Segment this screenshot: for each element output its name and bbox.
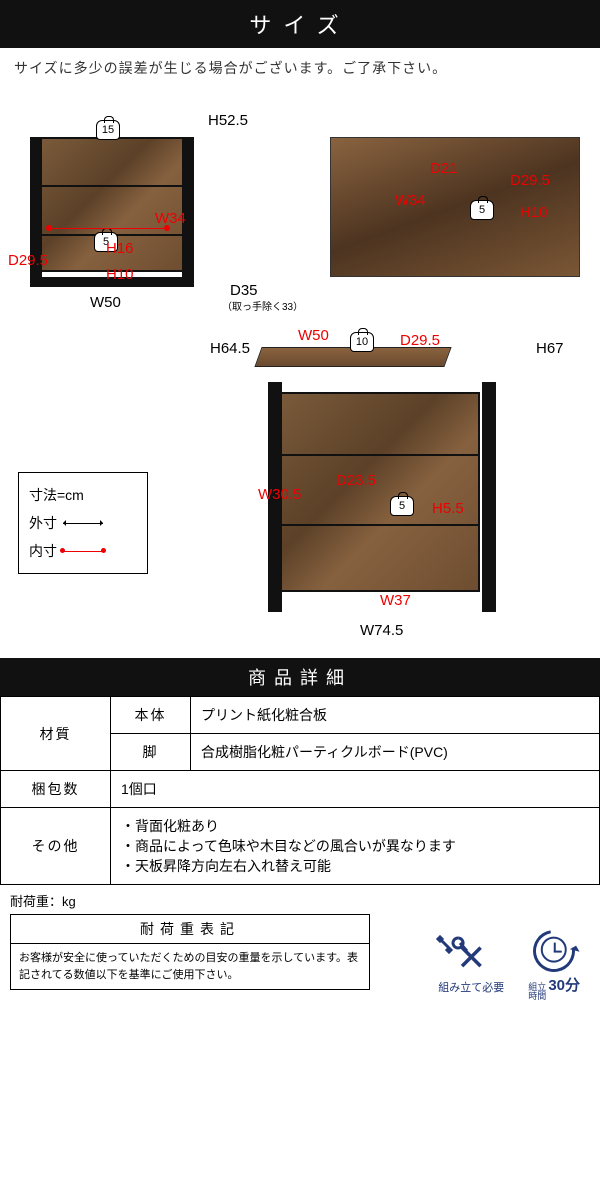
dim-d23: D23.5	[336, 472, 376, 489]
assembly-required-icon: ✕ 組み立て必要	[438, 937, 504, 995]
cabinet-open	[280, 392, 480, 592]
dim-w34b: W34	[395, 192, 426, 209]
time-value: 30分	[548, 974, 580, 995]
legend-box: 寸法=cm 外寸 内寸	[18, 472, 148, 574]
dim-h10b: H10	[520, 204, 548, 221]
assembly-time-icon: 組立 時間 30分	[528, 930, 580, 1001]
cell-leg-label: 脚	[111, 734, 191, 771]
cell-material-label: 材質	[1, 697, 111, 771]
spec-table: 材質 本体 プリント紙化粧合板 脚 合成樹脂化粧パーティクルボード(PVC) 梱…	[0, 696, 600, 885]
dim-h67: H67	[536, 340, 564, 357]
cell-leg-value: 合成樹脂化粧パーティクルボード(PVC)	[191, 734, 600, 771]
cell-other-label: その他	[1, 808, 111, 885]
dim-h52: H52.5	[208, 112, 248, 129]
dim-d29c: D29.5	[400, 332, 440, 349]
dim-d29a: D29.5	[8, 252, 48, 269]
table-row: 材質 本体 プリント紙化粧合板	[1, 697, 600, 734]
cell-packages-label: 梱包数	[1, 771, 111, 808]
legend-external: 外寸	[29, 509, 57, 537]
dim-w50b: W50	[298, 327, 329, 344]
dim-w34: W34	[155, 210, 186, 227]
other-line1: ・背面化粧あり	[121, 816, 589, 836]
capacity-badge-15: 15	[96, 120, 120, 140]
table-row: その他 ・背面化粧あり ・商品によって色味や木目などの風合いが異なります ・天板…	[1, 808, 600, 885]
dim-d21: D21	[430, 160, 458, 177]
dim-h16: H16	[106, 240, 134, 257]
clock-icon	[525, 922, 583, 980]
size-header: サイズ	[0, 0, 600, 48]
capacity-badge-5b: 5	[470, 200, 494, 220]
cell-body-value: プリント紙化粧合板	[191, 697, 600, 734]
table-row: 梱包数 1個口	[1, 771, 600, 808]
dim-d29b: D29.5	[510, 172, 550, 189]
cell-other-value: ・背面化粧あり ・商品によって色味や木目などの風合いが異なります ・天板昇降方向…	[111, 808, 600, 885]
other-line3: ・天板昇降方向左右入れ替え可能	[121, 856, 589, 876]
load-title: 耐荷重：kg	[10, 891, 590, 910]
dim-d35-note: （取っ手除く33）	[222, 298, 303, 313]
dim-d35: D35	[230, 282, 258, 299]
assembly-label: 組み立て必要	[438, 979, 504, 995]
dim-h64: H64.5	[210, 340, 250, 357]
capacity-badge-10: 10	[350, 332, 374, 352]
legend-internal: 内寸	[29, 537, 57, 565]
dim-w50: W50	[90, 294, 121, 311]
dim-w30: W30.5	[258, 486, 301, 503]
other-line2: ・商品によって色味や木目などの風合いが異なります	[121, 836, 589, 856]
diagram-area: 15 5 H52.5 W50 D35 （取っ手除く33） W34 H16 H10…	[0, 82, 600, 652]
cell-body-label: 本体	[111, 697, 191, 734]
dim-h5: H5.5	[432, 500, 464, 517]
legend-unit: 寸法=cm	[29, 481, 84, 509]
cell-packages-value: 1個口	[111, 771, 600, 808]
dim-w37: W37	[380, 592, 411, 609]
time-label: 組立 時間	[528, 983, 546, 1001]
dim-h10: H10	[106, 266, 134, 283]
capacity-badge-5c: 5	[390, 496, 414, 516]
spec-header: 商品詳細	[0, 658, 600, 696]
size-notice: サイズに多少の誤差が生じる場合がございます。ご了承下さい。	[0, 48, 600, 82]
dim-w74: W74.5	[360, 622, 403, 639]
